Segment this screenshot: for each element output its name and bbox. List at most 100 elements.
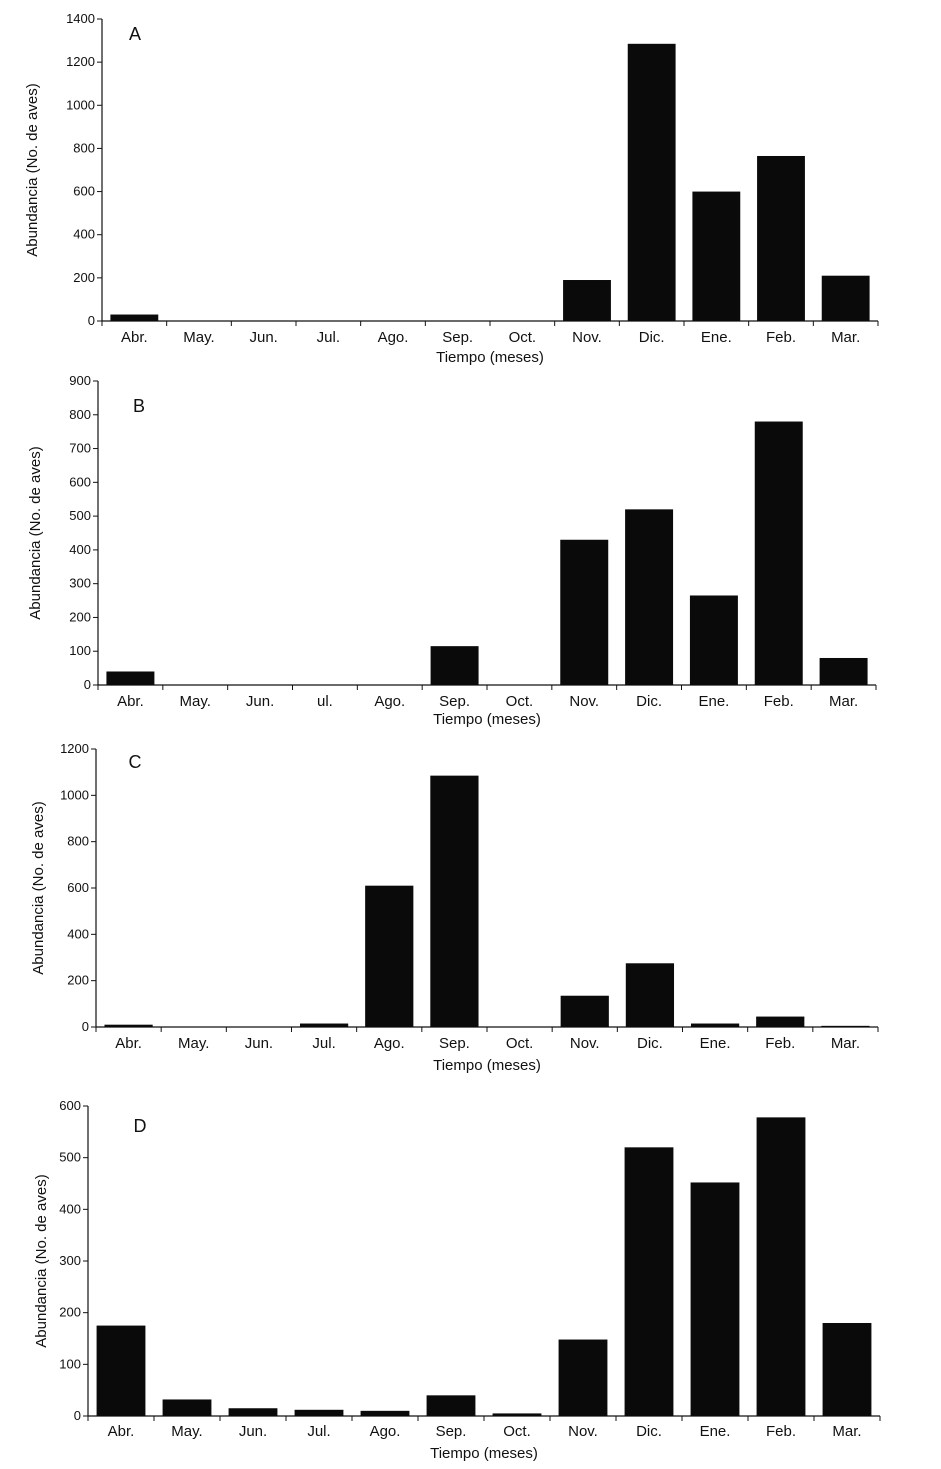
bar-c-3 [299, 1023, 349, 1027]
x-category-label-c-5: Sep. [439, 1035, 470, 1052]
bar-a-7 [563, 280, 611, 321]
y-tick-label-d-0: 0 [74, 1408, 81, 1423]
x-category-label-a-6: Oct. [509, 329, 537, 346]
y-tick-label-a-5: 1000 [66, 97, 95, 112]
bar-a-11 [821, 275, 870, 321]
chart-svg-a: 0 200 400 600 800 1000 1200 1400 Abr. May. Jun. Jul… [24, 11, 879, 366]
y-tick-label-a-6: 1200 [66, 54, 95, 69]
x-category-label-d-1: May. [171, 1423, 202, 1440]
bar-b-5 [430, 646, 479, 685]
x-category-label-a-8: Dic. [639, 329, 665, 346]
x-category-label-b-10: Feb. [764, 693, 794, 710]
bar-d-1 [162, 1399, 212, 1416]
x-category-label-c-4: Ago. [374, 1035, 405, 1052]
y-tick-label-a-4: 800 [73, 140, 95, 155]
y-tick-label-b-5: 500 [69, 508, 91, 523]
y-tick-label-c-6: 1200 [60, 741, 89, 756]
y-tick-label-b-8: 800 [69, 407, 91, 422]
x-category-label-c-0: Abr. [115, 1035, 142, 1052]
x-category-label-a-3: Jul. [317, 329, 340, 346]
y-tick-label-c-2: 400 [67, 926, 89, 941]
y-tick-label-b-1: 100 [69, 643, 91, 658]
x-category-label-a-9: Ene. [701, 329, 732, 346]
bar-d-5 [426, 1395, 476, 1416]
y-tick-label-b-6: 600 [69, 474, 91, 489]
y-tick-label-d-6: 600 [59, 1098, 81, 1113]
y-tick-label-b-9: 900 [69, 373, 91, 388]
x-category-label-d-8: Dic. [636, 1423, 662, 1440]
x-category-label-d-0: Abr. [108, 1423, 135, 1440]
bar-c-8 [625, 963, 675, 1027]
y-tick-label-d-1: 100 [59, 1356, 81, 1371]
x-category-label-b-3: ul. [317, 693, 333, 710]
chart-panel-c: 0 200 400 600 800 1000 1200 Abr. May. Jun. Jul. Ago… [0, 730, 941, 1080]
y-tick-label-a-7: 1400 [66, 11, 95, 26]
bar-a-10 [757, 155, 805, 321]
x-category-label-b-5: Sep. [439, 693, 470, 710]
x-axis-title-c: Tiempo (meses) [433, 1057, 541, 1074]
bar-d-4 [360, 1410, 410, 1416]
bar-b-11 [819, 657, 868, 685]
bar-d-8 [624, 1147, 674, 1416]
x-axis-title-d: Tiempo (meses) [430, 1445, 538, 1462]
y-tick-label-c-3: 600 [67, 880, 89, 895]
x-category-label-c-10: Feb. [765, 1035, 795, 1052]
y-tick-label-a-2: 400 [73, 227, 95, 242]
x-category-label-b-6: Oct. [506, 693, 534, 710]
x-category-label-d-6: Oct. [503, 1423, 531, 1440]
x-category-label-d-7: Nov. [568, 1423, 598, 1440]
x-category-label-a-4: Ago. [378, 329, 409, 346]
y-tick-label-d-5: 500 [59, 1150, 81, 1165]
y-tick-label-d-3: 300 [59, 1253, 81, 1268]
x-category-label-b-9: Ene. [698, 693, 729, 710]
x-axis-title-a: Tiempo (meses) [436, 349, 544, 366]
y-tick-label-b-3: 300 [69, 576, 91, 591]
x-category-label-b-11: Mar. [829, 693, 858, 710]
x-category-label-a-0: Abr. [121, 329, 148, 346]
x-category-label-a-11: Mar. [831, 329, 860, 346]
x-category-label-c-11: Mar. [831, 1035, 860, 1052]
chart-panel-b: 0 100 200 300 400 500 600 700 800 900 Abr. May. Jun.… [0, 370, 941, 730]
y-axis-title-a: Abundancia (No. de aves) [24, 83, 41, 256]
bar-d-0 [96, 1325, 146, 1416]
bar-b-9 [689, 595, 738, 685]
x-category-label-c-3: Jul. [312, 1035, 335, 1052]
panel-label-a: A [129, 24, 141, 44]
bar-d-3 [294, 1409, 344, 1416]
bar-c-4 [365, 885, 414, 1027]
y-tick-label-c-4: 800 [67, 834, 89, 849]
bar-d-11 [822, 1323, 872, 1416]
x-category-label-d-10: Feb. [766, 1423, 796, 1440]
x-category-label-b-7: Nov. [569, 693, 599, 710]
x-category-label-b-8: Dic. [636, 693, 662, 710]
y-tick-label-c-1: 200 [67, 973, 89, 988]
x-category-label-d-11: Mar. [832, 1423, 861, 1440]
bar-d-9 [690, 1182, 740, 1416]
x-category-label-a-10: Feb. [766, 329, 796, 346]
x-category-label-c-8: Dic. [637, 1035, 663, 1052]
y-tick-label-a-3: 600 [73, 184, 95, 199]
bar-c-11 [821, 1025, 870, 1027]
x-category-label-a-1: May. [183, 329, 214, 346]
bar-d-7 [558, 1339, 608, 1416]
bar-b-10 [754, 421, 803, 685]
x-category-label-a-5: Sep. [442, 329, 473, 346]
x-category-label-c-6: Oct. [506, 1035, 534, 1052]
panel-label-d: D [134, 1116, 147, 1136]
panel-label-b: B [133, 396, 145, 416]
x-category-label-b-1: May. [180, 693, 211, 710]
x-category-label-d-3: Jul. [307, 1423, 330, 1440]
y-tick-label-b-0: 0 [84, 677, 91, 692]
y-axis-title-b: Abundancia (No. de aves) [27, 446, 44, 619]
y-tick-label-c-5: 1000 [60, 787, 89, 802]
x-category-label-b-0: Abr. [117, 693, 144, 710]
y-axis-title-d: Abundancia (No. de aves) [33, 1174, 50, 1347]
bar-c-10 [756, 1016, 805, 1027]
chart-svg-d: 0 100 200 300 400 500 600 Abr. May. Jun. Jul. Ago. S… [33, 1098, 881, 1462]
y-tick-label-d-2: 200 [59, 1305, 81, 1320]
x-category-label-a-7: Nov. [572, 329, 602, 346]
x-axis-title-b: Tiempo (meses) [433, 711, 541, 728]
bar-d-2 [228, 1408, 278, 1416]
bar-b-7 [560, 539, 609, 685]
x-category-label-b-4: Ago. [374, 693, 405, 710]
